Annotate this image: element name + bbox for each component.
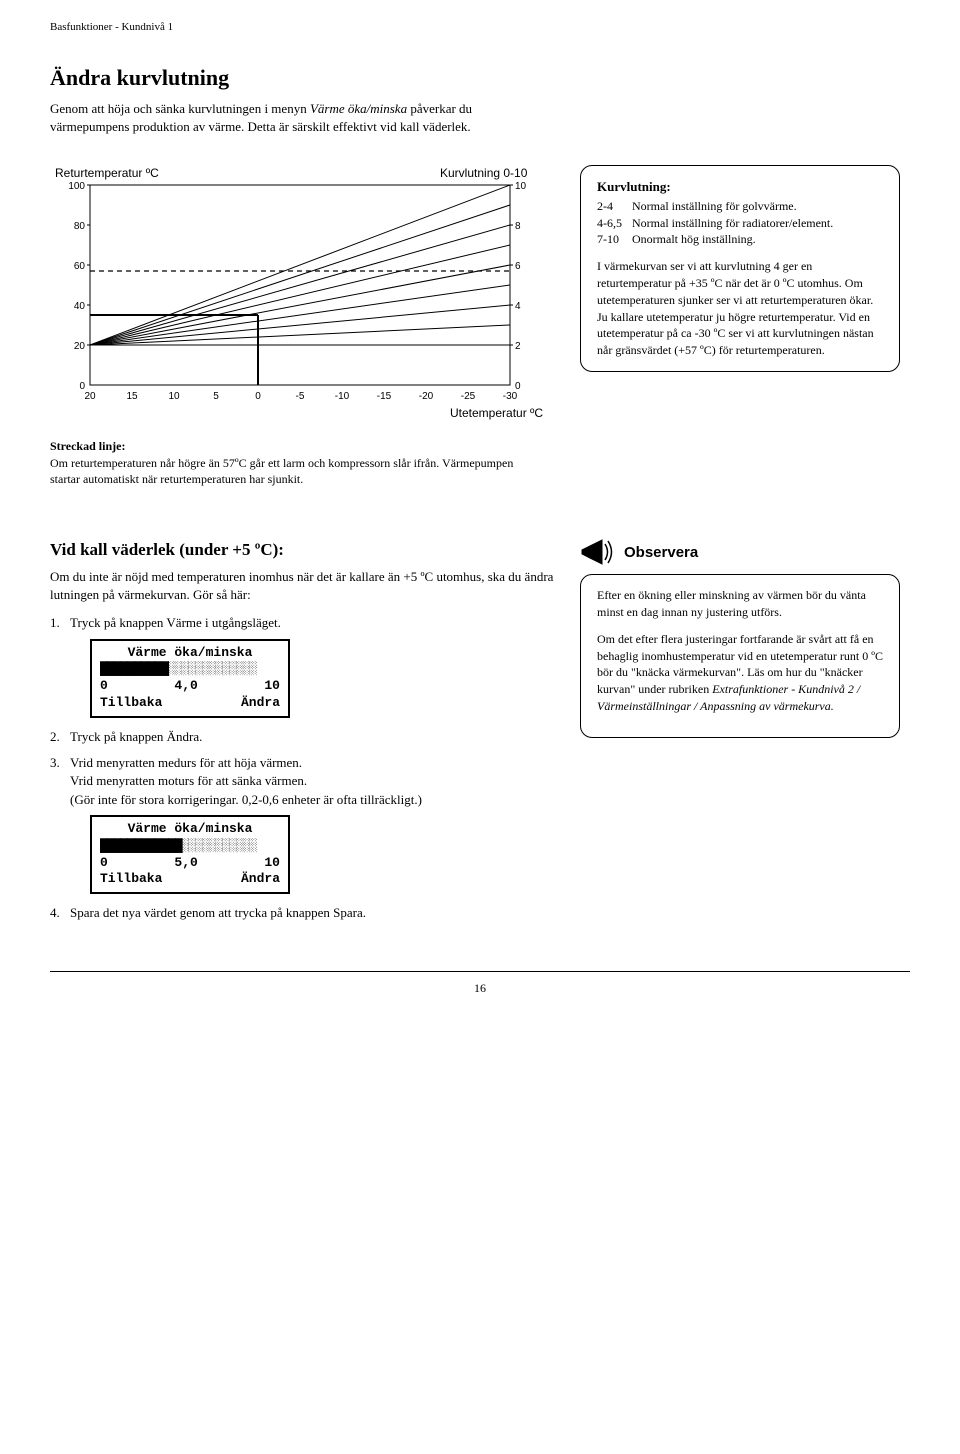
svg-text:-5: -5 [296,391,305,402]
box1-text: I värmekurvan ser vi att kurvlutning 4 g… [597,258,883,359]
svg-text:-15: -15 [377,391,392,402]
table-row: 2-4Normal inställning för golvvärme. [597,198,833,215]
main-title: Ändra kurvlutning [50,63,910,94]
step3b: Vrid menyratten moturs för att sänka vär… [70,773,307,788]
right-axis-label: Kurvlutning 0-10 [440,166,528,180]
chart-block: Returtemperatur ºC Kurvlutning 0-10 100 … [50,165,560,489]
observe-p1: Efter en ökning eller minskning av värme… [597,587,883,621]
curve-chart: Returtemperatur ºC Kurvlutning 0-10 100 … [50,165,560,425]
step3c: (Gör inte för stora korrigeringar. 0,2-0… [70,792,422,807]
svg-text:-20: -20 [419,391,434,402]
lcd2-title: Värme öka/minska [100,821,280,838]
svg-text:10: 10 [168,391,180,402]
step4-text: Spara det nya värdet genom att trycka på… [70,905,366,920]
steps-column: Vid kall väderlek (under +5 ºC): Om du i… [50,538,560,930]
svg-text:60: 60 [74,261,86,272]
chart-caption: Streckad linje: Om returtemperaturen når… [50,438,530,488]
observe-header: Observera [580,538,900,566]
table-row: 4-6,5Normal inställning för radiatorer/e… [597,215,833,232]
intro-a: Genom att höja och sänka kurvlutningen i… [50,101,310,116]
x-axis-label: Utetemperatur ºC [450,406,543,420]
box1-title: Kurvlutning: [597,178,883,196]
kurvlutning-box: Kurvlutning: 2-4Normal inställning för g… [580,165,900,372]
section2-title: Vid kall väderlek (under +5 ºC): [50,538,560,562]
step-4: Spara det nya värdet genom att trycka på… [50,904,560,922]
svg-text:8: 8 [515,221,521,232]
chart-row: Returtemperatur ºC Kurvlutning 0-10 100 … [50,165,910,489]
y-axis-label: Returtemperatur ºC [55,166,159,180]
svg-text:5: 5 [213,391,219,402]
svg-text:20: 20 [84,391,96,402]
step-1: Tryck på knappen Värme i utgångsläget. V… [50,614,560,718]
megaphone-icon [580,538,616,566]
svg-text:15: 15 [126,391,138,402]
observe-box: Efter en ökning eller minskning av värme… [580,574,900,738]
box1-table: 2-4Normal inställning för golvvärme. 4-6… [597,198,833,248]
section2-intro: Om du inte är nöjd med temperaturen inom… [50,568,560,604]
page-number: 16 [50,971,910,997]
curve-lines [90,185,510,345]
svg-text:-30: -30 [503,391,518,402]
caption-head: Streckad linje: [50,439,125,453]
svg-text:6: 6 [515,261,521,272]
step1-text: Tryck på knappen Värme i utgångsläget. [70,615,281,630]
svg-text:-10: -10 [335,391,350,402]
lcd-display-2: Värme öka/minska ████████████░░░░░░░░░░░… [90,815,290,895]
svg-text:4: 4 [515,301,521,312]
lcd1-bar: ██████████░░░░░░░░░░░░░ [100,661,280,678]
step-2: Tryck på knappen Ändra. [50,728,560,746]
step2-text: Tryck på knappen Ändra. [70,729,202,744]
lcd1-title: Värme öka/minska [100,645,280,662]
svg-text:80: 80 [74,221,86,232]
intro-paragraph: Genom att höja och sänka kurvlutningen i… [50,100,480,136]
intro-italic: Värme öka/minska [310,101,407,116]
lcd-display-1: Värme öka/minska ██████████░░░░░░░░░░░░░… [90,639,290,719]
svg-text:0: 0 [255,391,261,402]
svg-text:20: 20 [74,341,86,352]
section-cold-weather: Vid kall väderlek (under +5 ºC): Om du i… [50,538,910,930]
page-header: Basfunktioner - Kundnivå 1 [50,20,910,35]
lcd2-bar: ████████████░░░░░░░░░░░ [100,838,280,855]
svg-text:40: 40 [74,301,86,312]
svg-text:100: 100 [68,181,85,192]
svg-text:-25: -25 [461,391,476,402]
table-row: 7-10Onormalt hög inställning. [597,231,833,248]
caption-body: Om returtemperaturen når högre än 57ºC g… [50,456,513,487]
observe-title: Observera [624,542,698,563]
svg-text:2: 2 [515,341,521,352]
observe-column: Observera Efter en ökning eller minsknin… [580,538,900,738]
observe-p2: Om det efter flera justeringar fortfaran… [597,631,883,715]
step3a: Vrid menyratten medurs för att höja värm… [70,755,302,770]
step-3: Vrid menyratten medurs för att höja värm… [50,754,560,894]
svg-text:10: 10 [515,181,527,192]
